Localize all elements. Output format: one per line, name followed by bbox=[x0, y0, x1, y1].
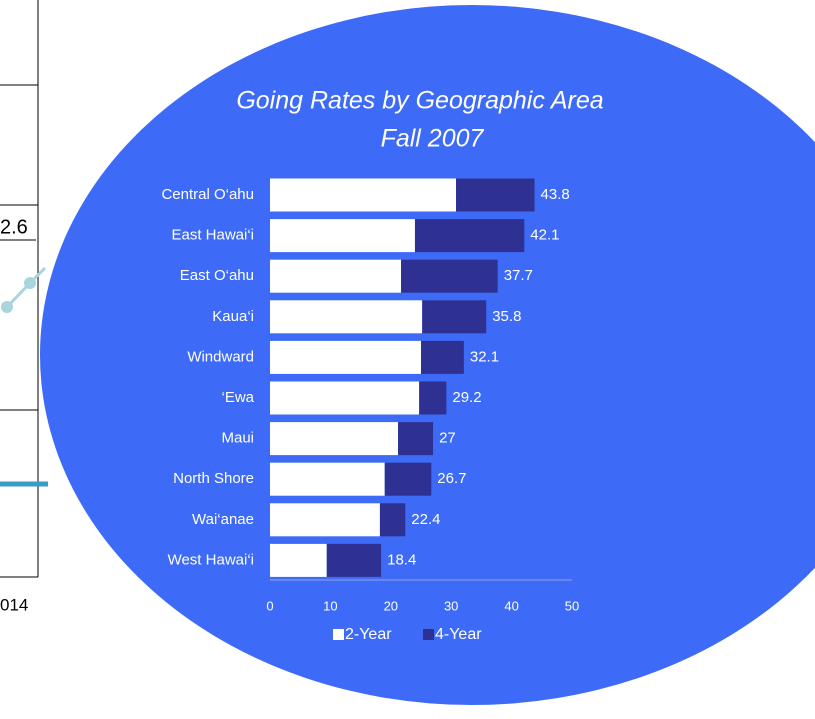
category-label: North Shore bbox=[173, 470, 254, 487]
bg-label: 014 bbox=[0, 595, 28, 614]
bar-segment bbox=[379, 503, 406, 537]
bar-segment bbox=[270, 219, 415, 253]
data-label: 29.2 bbox=[452, 389, 481, 406]
x-tick-label: 20 bbox=[384, 598, 398, 613]
bg-point bbox=[1, 301, 13, 313]
legend-label: 2-Year bbox=[345, 626, 392, 643]
bar-segment bbox=[326, 543, 382, 577]
bar-segment bbox=[270, 178, 457, 212]
bar-segment bbox=[419, 381, 447, 415]
bg-line bbox=[5, 266, 47, 309]
category-label: Maui bbox=[221, 430, 254, 447]
bar-segment bbox=[270, 259, 402, 293]
category-label: ‘Ewa bbox=[221, 389, 254, 406]
bar-segment bbox=[270, 300, 423, 334]
data-label: 26.7 bbox=[437, 470, 466, 487]
legend-swatch bbox=[333, 629, 344, 640]
category-label: Windward bbox=[187, 348, 254, 365]
data-label: 32.1 bbox=[470, 348, 499, 365]
category-label: East Hawai‘i bbox=[171, 227, 254, 244]
x-tick-label: 50 bbox=[565, 598, 579, 613]
data-label: 43.8 bbox=[541, 186, 570, 203]
bar-segment bbox=[270, 503, 380, 537]
category-label: Central O‘ahu bbox=[161, 186, 254, 203]
background-chart: 2.6 014 bbox=[0, 0, 48, 614]
x-tick-label: 30 bbox=[444, 598, 458, 613]
category-label: West Hawai‘i bbox=[168, 551, 254, 568]
data-label: 37.7 bbox=[504, 267, 533, 284]
bar-segment bbox=[270, 543, 327, 577]
bar-segment bbox=[398, 422, 434, 456]
bar-segment bbox=[401, 259, 498, 293]
chart-title: Going Rates by Geographic Area bbox=[236, 87, 603, 115]
x-tick-label: 0 bbox=[266, 598, 273, 613]
bg-point bbox=[24, 277, 36, 289]
bar-segment bbox=[456, 178, 535, 212]
category-label: Wai‘anae bbox=[192, 511, 254, 528]
bar-segment bbox=[421, 340, 464, 374]
x-tick-label: 40 bbox=[504, 598, 518, 613]
data-label: 42.1 bbox=[530, 227, 559, 244]
legend-label: 4-Year bbox=[435, 626, 482, 643]
bar-segment bbox=[270, 381, 420, 415]
bg-label: 2.6 bbox=[0, 216, 28, 238]
data-label: 18.4 bbox=[387, 551, 416, 568]
legend-swatch bbox=[423, 629, 434, 640]
bar-segment bbox=[384, 462, 432, 496]
data-label: 22.4 bbox=[411, 511, 440, 528]
bar-segment bbox=[414, 219, 525, 253]
category-label: East O‘ahu bbox=[180, 267, 254, 284]
bar-segment bbox=[422, 300, 487, 334]
bar-segment bbox=[270, 340, 421, 374]
x-tick-label: 10 bbox=[323, 598, 337, 613]
data-label: 27 bbox=[439, 430, 456, 447]
chart-title: Fall 2007 bbox=[381, 125, 485, 153]
bar-segment bbox=[270, 462, 385, 496]
bar-segment bbox=[270, 422, 399, 456]
category-label: Kaua‘i bbox=[212, 308, 254, 325]
data-label: 35.8 bbox=[492, 308, 521, 325]
